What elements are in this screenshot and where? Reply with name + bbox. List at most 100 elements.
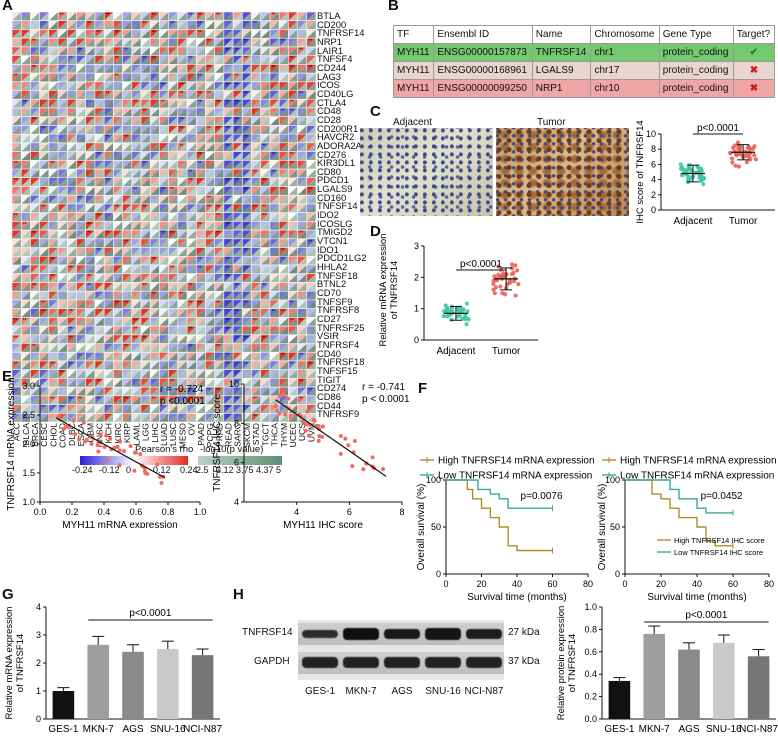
cancer-label: COAD: [58, 423, 68, 448]
data-point: [350, 464, 355, 469]
p-value-label: p<0.0001: [129, 608, 171, 619]
heatmap-cell-pvalue: [85, 343, 95, 353]
heatmap-cell-rho: [269, 46, 280, 56]
heatmap-cell-rho: [260, 334, 270, 344]
heatmap-cell-pvalue: [67, 177, 77, 187]
cancer-label: CESC: [39, 423, 49, 447]
heatmap-cell-pvalue: [48, 395, 59, 405]
heatmap-cell-pvalue: [48, 413, 59, 422]
heatmap-cell-rho: [76, 212, 86, 222]
heatmap-cell-pvalue: [251, 404, 261, 414]
heatmap-cell-pvalue: [260, 378, 270, 388]
heatmap-cell-pvalue: [94, 360, 105, 370]
heatmap-cell-rho: [131, 55, 141, 65]
heatmap-cell-pvalue: [214, 160, 224, 170]
heatmap-cell-rho: [279, 134, 289, 143]
heatmap-cell-rho: [48, 107, 59, 117]
significance-mark: **: [271, 152, 275, 158]
heatmap-cell-rho: [150, 46, 160, 56]
data-point: [73, 432, 78, 437]
heatmap-cell-pvalue: [39, 55, 49, 65]
heatmap-cell-pvalue: [76, 404, 86, 414]
heatmap-cell-rho: [76, 317, 86, 327]
cell-tf: MYH11: [392, 61, 435, 80]
data-point: [56, 414, 61, 419]
heatmap-cell-pvalue: [122, 142, 132, 152]
heatmap-cell-rho: [269, 177, 280, 187]
heatmap-cell-pvalue: [58, 160, 68, 170]
heatmap-cell-rho: [297, 352, 307, 361]
heatmap-cell-pvalue: [279, 186, 289, 196]
heatmap-cell-rho: [288, 177, 298, 187]
heatmap-cell-rho: [12, 378, 22, 388]
heatmap-cell-pvalue: [288, 291, 298, 300]
heatmap-cell-rho: [187, 308, 197, 318]
heatmap-cell-rho: [85, 369, 95, 379]
heatmap-cell-pvalue: [12, 160, 22, 170]
heatmap-cell-pvalue: [279, 230, 289, 239]
heatmap-cell-pvalue: [67, 343, 77, 353]
gene-label: TNFRSF18: [317, 356, 365, 368]
heatmap-cell-rho: [279, 247, 289, 257]
heatmap-cell-rho: [76, 387, 86, 396]
heatmap-cell-rho: [30, 20, 40, 30]
gene-label: TNFRSF9: [317, 408, 360, 420]
heatmap-cell-rho: [233, 352, 243, 361]
heatmap-cell-pvalue: [131, 125, 141, 135]
heatmap-cell-rho: [113, 203, 123, 213]
heatmap-cell-pvalue: [58, 395, 68, 405]
significance-mark: **: [152, 257, 156, 263]
heatmap-cell-pvalue: [306, 134, 316, 143]
heatmap-cell-rho: [67, 360, 77, 370]
heatmap-cell-rho: [12, 160, 22, 170]
heatmap-cell-rho: [85, 151, 95, 161]
heatmap-cell-pvalue: [214, 151, 224, 161]
heatmap-cell-pvalue: [12, 221, 22, 231]
heatmap-cell-pvalue: [288, 169, 298, 178]
heatmap-cell-rho: [223, 308, 234, 318]
heatmap-cell-rho: [260, 413, 270, 422]
heatmap-cell-pvalue: [94, 212, 105, 222]
heatmap-cell-rho: [122, 256, 132, 265]
heatmap-cell-pvalue: [150, 81, 160, 91]
heatmap-cell-pvalue: [269, 107, 280, 117]
significance-mark: **: [133, 327, 137, 333]
heatmap-cell-pvalue: [205, 378, 215, 388]
heatmap-cell-rho: [279, 395, 289, 405]
x-tick-label: 80: [583, 579, 593, 589]
heatmap-cell-rho: [214, 413, 224, 422]
heatmap-cell-rho: [30, 317, 40, 327]
heatmap-cell-rho: [48, 134, 59, 143]
heatmap-cell-rho: [21, 378, 31, 388]
significance-mark: **: [189, 13, 193, 19]
heatmap-cell-rho: [251, 73, 261, 82]
heatmap-cell-rho: [21, 160, 31, 170]
heatmap-cell-rho: [223, 360, 234, 370]
heatmap-cell-pvalue: [223, 404, 234, 414]
heatmap-cell-rho: [297, 186, 307, 196]
heatmap-cell-pvalue: [159, 125, 169, 135]
heatmap-cell-pvalue: [242, 29, 252, 39]
heatmap-cell-rho: [21, 38, 31, 47]
heatmap-cell-pvalue: [214, 38, 224, 47]
heatmap-cell-pvalue: [306, 64, 316, 74]
heatmap-cell-rho: [306, 116, 316, 126]
heatmap-cell-pvalue: [76, 107, 86, 117]
heatmap-cell-pvalue: [205, 395, 215, 405]
heatmap-cell-rho: [140, 360, 151, 370]
heatmap-cell-pvalue: [269, 264, 280, 274]
heatmap-cell-rho: [233, 404, 243, 414]
pvalue-tick: 4.37: [256, 465, 274, 475]
heatmap-cell-pvalue: [12, 81, 22, 91]
heatmap-cell-pvalue: [177, 413, 188, 422]
heatmap-cell-pvalue: [233, 116, 243, 126]
heatmap-cell-pvalue: [306, 317, 316, 327]
heatmap-cell-pvalue: [168, 404, 178, 414]
heatmap-cell-rho: [122, 369, 132, 379]
heatmap-cell-pvalue: [187, 360, 197, 370]
heatmap-cell-rho: [297, 387, 307, 396]
heatmap-cell-rho: [67, 230, 77, 239]
heatmap-cell-pvalue: [150, 90, 160, 100]
heatmap-cell-pvalue: [39, 64, 49, 74]
